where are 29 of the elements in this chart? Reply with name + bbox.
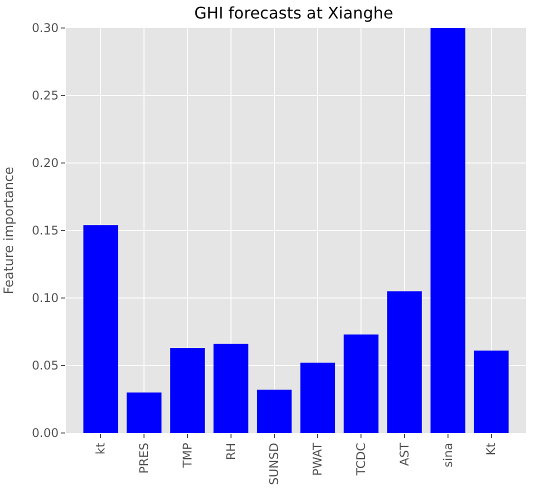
x-tick-label: kt (94, 442, 108, 454)
y-tick-label: 0.20 (32, 156, 59, 170)
bar (170, 348, 205, 433)
x-tick-label: RH (224, 442, 238, 460)
y-tick-label: 0.15 (32, 224, 59, 238)
bar (430, 28, 466, 433)
bar (83, 225, 118, 433)
bar (344, 334, 378, 433)
x-tick-label: PRES (137, 442, 152, 474)
y-tick-label: 0.05 (32, 358, 59, 373)
bar (300, 362, 336, 433)
bar (256, 390, 292, 433)
y-tick-label: 0.10 (32, 291, 59, 306)
bar (387, 291, 422, 433)
chart-title: GHI forecasts at Xianghe (194, 4, 394, 23)
x-tick-label: Kt (484, 442, 498, 456)
x-tick-label: SUNSD (267, 442, 282, 486)
bar (214, 344, 248, 433)
x-tick-label: TMP (180, 442, 194, 469)
y-tick-label: 0.25 (32, 88, 59, 103)
x-tick-label: AST (397, 442, 412, 466)
x-tick-label: PWAT (310, 442, 325, 476)
y-tick-label: 0.00 (32, 426, 59, 440)
bar (126, 392, 162, 433)
x-tick-label: TCDC (354, 442, 368, 476)
bar (474, 350, 509, 433)
x-tick-label: sina (440, 442, 455, 468)
y-axis-title: Feature importance (2, 166, 17, 294)
y-tick-label: 0.30 (32, 21, 59, 36)
